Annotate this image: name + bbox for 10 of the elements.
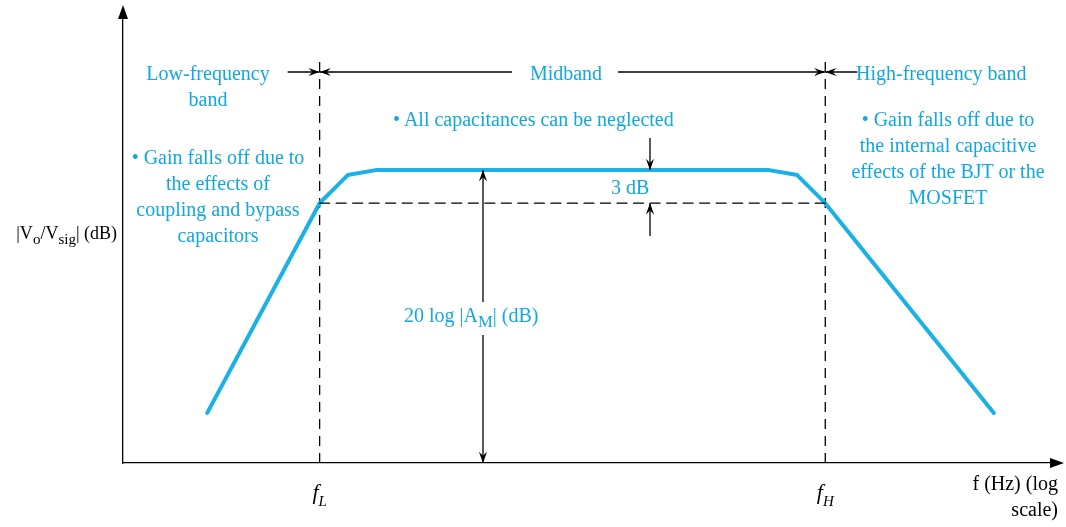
text: Midband bbox=[528, 61, 604, 86]
text: • All capacitances can be neglected bbox=[393, 107, 674, 132]
annotation: • Gain falls off due to the effects of coupling and bypass capacitors bbox=[130, 145, 306, 248]
text: High-frequency band bbox=[856, 61, 1027, 86]
text: Low-frequency band bbox=[145, 61, 271, 112]
annotation: • Gain falls off due to the internal capacitive effects of the BJT or the MOSFET bbox=[850, 107, 1046, 210]
y-axis-title: |V$_{o}$/V$_{sig}$| (dB) bbox=[15, 222, 117, 249]
annotation: 20 log |A$_{M}$| (dB) bbox=[402, 302, 541, 335]
annotation: 3 dB bbox=[611, 175, 650, 200]
x-axis-title: f (Hz) (log scale) bbox=[971, 471, 1058, 522]
